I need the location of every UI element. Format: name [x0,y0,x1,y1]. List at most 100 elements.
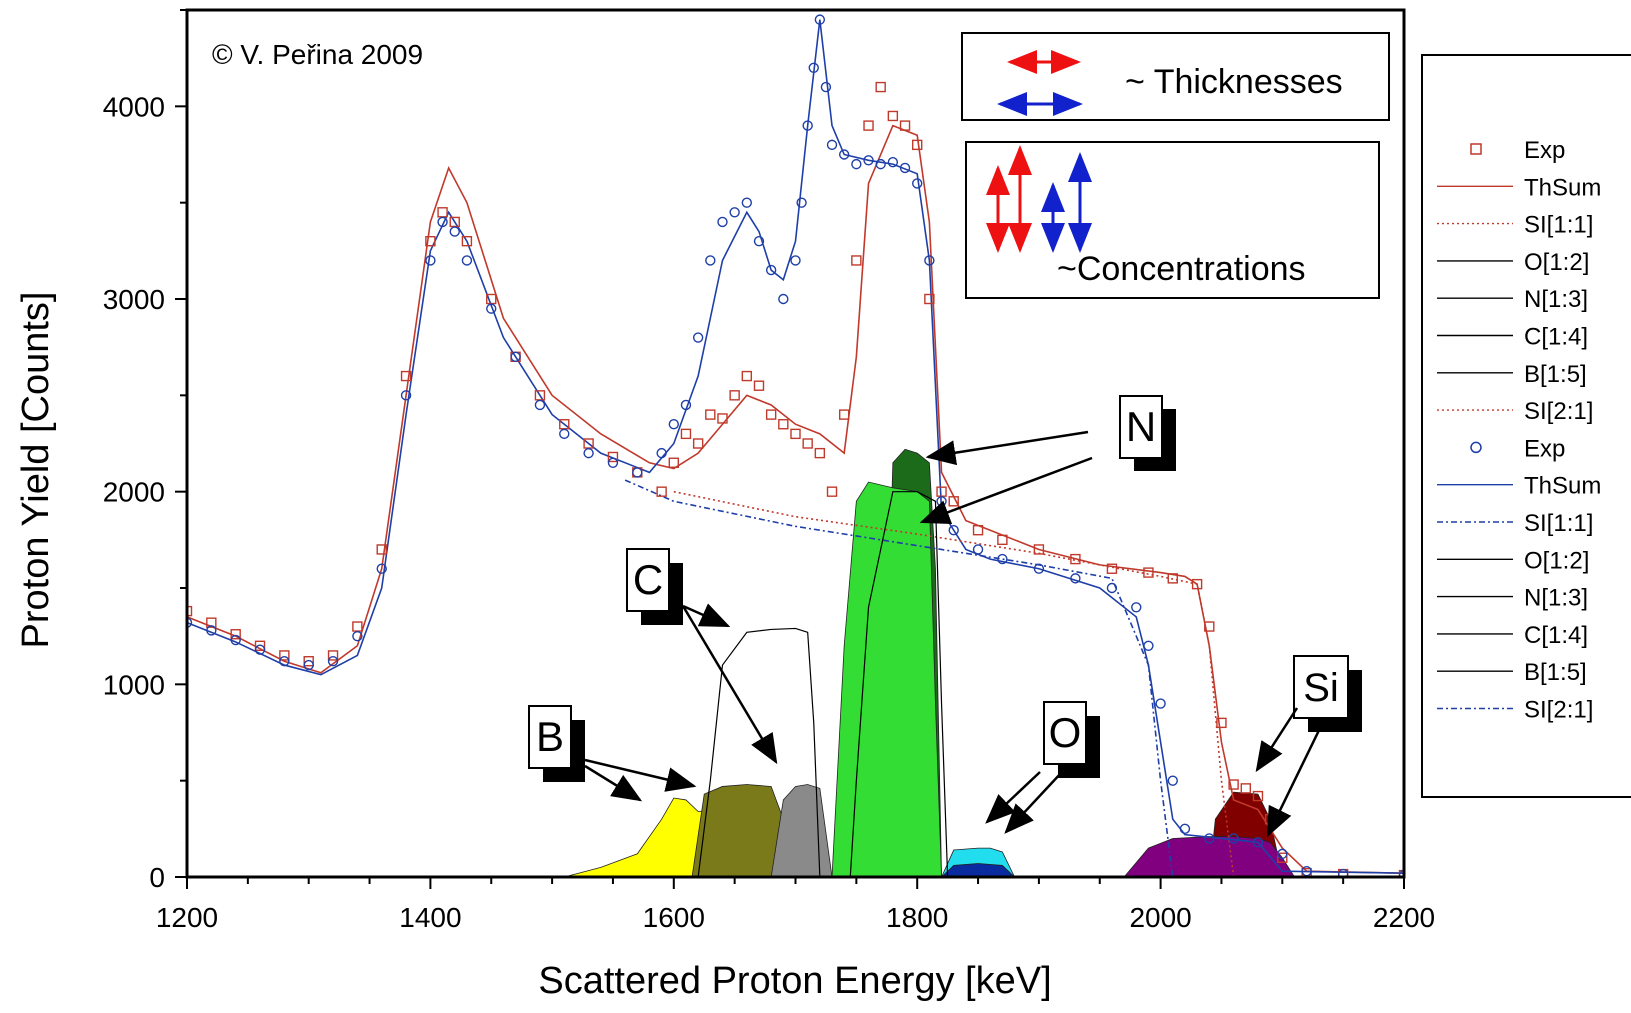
exp-point-blue [863,155,874,166]
exp-point-red [875,81,886,93]
exp-point-blue [1167,775,1178,786]
exp-point-red [1167,573,1178,584]
pointer-arrows [584,430,1326,838]
x-tick-label: 1600 [643,902,705,933]
exp-point-blue [948,525,959,536]
series-line-C[1:4]-6 [697,627,821,877]
exp-point-blue [1337,868,1349,877]
exp-point-blue [826,139,838,151]
x-tick-label: 2000 [1129,902,1191,933]
svg-text:N: N [1126,403,1156,450]
exp-point-red [1204,621,1215,632]
legend-entry: N[1:3] [1437,585,1588,612]
exp-point-red [279,650,290,661]
exp-point-red [656,486,667,497]
legend-label: O[1:2] [1524,249,1589,276]
exp-point-blue [1106,582,1118,594]
exp-point-red [705,409,716,420]
copyright-text: © V. Peřina 2009 [212,39,423,70]
exp-point-blue [668,419,679,430]
legend-label: ThSum [1524,174,1601,201]
exp-point-blue [254,644,266,655]
area-O-6 [940,863,1016,877]
legend-label: N[1:3] [1524,286,1588,313]
exp-point-blue [851,158,862,170]
y-tick-label: 3000 [103,284,165,315]
exp-point-red [887,110,899,122]
exp-point-red [1033,544,1045,555]
legend-label: O[1:2] [1524,547,1589,574]
exp-point-red [1216,717,1227,729]
legend-label: C[1:4] [1524,622,1588,649]
exp-point-red [729,390,740,401]
exp-point-blue [632,467,643,478]
exp-point-red [303,656,314,667]
exp-point-red [814,447,826,459]
area-C-2 [770,784,833,877]
fit-lines [187,19,1404,877]
exp-point-blue [656,447,667,459]
exp-point-red [668,457,679,468]
exp-point-red [692,438,704,449]
exp-point-red [376,544,387,555]
legend-entry: C[1:4] [1437,622,1588,649]
svg-text:O: O [1049,709,1082,756]
exp-point-red [790,428,801,440]
exp-point-red [1277,852,1288,863]
exp-point-blue [461,255,473,266]
series-line-SI[1:1]-4 [673,490,1235,877]
legend-label: C[1:4] [1524,324,1588,351]
legend-label: N[1:3] [1524,585,1588,612]
legend-label: SI[2:1] [1524,697,1593,724]
exp-point-blue [899,162,911,174]
exp-point-blue [912,178,923,189]
exp-point-red [327,650,339,661]
legend-entry: N[1:3] [1437,286,1588,313]
series-line-N[1:3]-7 [849,491,949,877]
exp-point-blue [802,120,813,131]
exp-point-red [680,428,692,440]
exp-point-red [461,235,473,247]
legend: Exp ThSum SI[1:1] O[1:2] N[1:3] C[1:4] B[1:5] S… [1437,137,1601,724]
exp-point-blue [924,255,935,266]
exp-point-red [851,255,862,266]
x-tick-label: 2200 [1373,902,1435,933]
label-box-N: N [1119,395,1176,471]
legend-entry: ThSum [1437,174,1601,201]
legend-entry: SI[1:1] [1437,212,1593,239]
exp-point-red [826,486,838,497]
exp-point-red [1143,567,1154,578]
exp-point-blue [352,630,363,642]
exp-point-red [838,409,850,420]
exp-point-red [997,534,1008,546]
legend-entry: O[1:2] [1437,547,1589,574]
element-filled-areas [564,448,1295,877]
exp-point-blue [765,264,777,276]
exp-point-red [1240,783,1251,794]
exp-point-red [778,419,789,430]
area-N-4 [831,481,942,877]
y-tick-label: 2000 [103,477,165,508]
exp-point-blue [741,197,753,208]
y-axis: 0 1000 2000 3000 4000 [103,9,187,893]
exp-point-blue [1204,833,1215,844]
legend-label: SI[2:1] [1524,398,1593,425]
x-tick-label: 1800 [886,902,948,933]
legend-entry: ThSum [1437,473,1601,500]
concentration-box [965,141,1380,299]
legend-entry: O[1:2] [1437,249,1589,276]
exp-point-red [1070,553,1081,565]
exp-point-blue [1033,563,1045,574]
y-tick-label: 0 [149,862,165,893]
exp-point-blue [778,293,789,305]
exp-point-blue [1398,869,1404,877]
legend-label: Exp [1524,435,1565,462]
series-line-ThSum-0 [187,124,1404,874]
exp-point-red [717,413,728,424]
exp-point-blue [997,553,1008,565]
exp-point-blue [1277,848,1288,860]
area-Si-8 [1123,836,1295,877]
exp-point-blue [875,158,886,170]
exp-point-blue [1179,823,1191,835]
